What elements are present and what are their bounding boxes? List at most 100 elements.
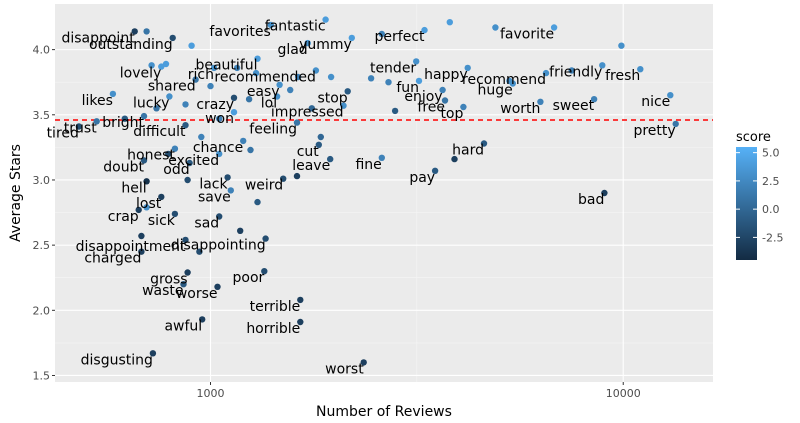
data-point [480, 140, 488, 147]
data-point [210, 64, 218, 72]
data-point [312, 67, 320, 74]
data-point [149, 350, 157, 357]
data-point [322, 16, 329, 23]
data-point [315, 141, 322, 148]
data-point [344, 88, 351, 95]
point-label: fine [355, 157, 381, 173]
data-point [216, 115, 223, 122]
data-point [550, 24, 558, 31]
y-tick-label: 4.0 [33, 44, 51, 57]
point-label: top [440, 106, 463, 122]
data-point [224, 174, 231, 181]
data-point [297, 318, 304, 326]
point-label: sick [148, 213, 176, 229]
point-label: disappointing [171, 238, 266, 254]
y-axis-ticks: 1.5 2.0 2.5 3.0 3.5 4.0 [33, 44, 55, 382]
data-point [568, 67, 575, 74]
data-point [199, 316, 206, 323]
data-point [391, 107, 399, 115]
point-label: doubt [103, 159, 144, 175]
point-label: enjoy [404, 89, 442, 105]
data-point [131, 28, 138, 35]
point-label: fun [396, 80, 419, 96]
y-axis-title: Average Stars [8, 144, 24, 242]
point-label: terrible [250, 299, 301, 315]
data-point [153, 105, 160, 112]
point-label: perfect [375, 29, 425, 45]
data-point [672, 120, 679, 128]
data-points [75, 16, 679, 366]
data-point [542, 69, 550, 77]
data-point [138, 232, 145, 240]
legend-colorbar [736, 147, 757, 260]
data-point [413, 58, 420, 65]
data-point [230, 94, 238, 102]
data-point [166, 93, 173, 100]
data-point [247, 146, 254, 154]
data-point [184, 269, 191, 276]
data-point [245, 96, 253, 103]
minor-grid [55, 4, 713, 382]
point-label: weird [245, 178, 283, 194]
data-point [188, 42, 195, 49]
point-label: feeling [249, 122, 297, 138]
data-point [360, 359, 367, 366]
point-label: huge [478, 83, 513, 99]
data-point [378, 154, 385, 161]
data-point [254, 55, 261, 62]
point-label: cut [297, 144, 320, 160]
point-label: free [417, 100, 445, 116]
data-point [165, 150, 172, 158]
legend-tick-label: 0.0 [762, 203, 780, 216]
major-grid [55, 4, 713, 382]
point-label: recommended [214, 70, 315, 86]
data-point [367, 75, 375, 82]
data-point [267, 21, 274, 29]
data-point [590, 96, 598, 103]
point-label: excited [168, 153, 219, 169]
point-label: horrible [246, 321, 300, 337]
data-point [297, 296, 304, 304]
point-label: honest [127, 148, 175, 164]
point-label: waste [142, 283, 183, 299]
data-point [294, 73, 302, 81]
data-point [93, 118, 100, 125]
point-label: fantastic [265, 19, 326, 35]
data-point [196, 248, 203, 255]
data-point [348, 34, 355, 42]
data-point [143, 178, 150, 185]
point-label: hell [121, 180, 146, 196]
point-label: shared [148, 79, 196, 95]
point-label: crazy [196, 97, 234, 113]
point-label: lol [261, 96, 277, 112]
y-tick-label: 1.5 [33, 369, 51, 382]
point-label: pay [409, 170, 435, 186]
legend-tick-label: 2.5 [762, 175, 780, 188]
point-label: leave [292, 158, 330, 174]
data-point [186, 159, 193, 167]
data-point [421, 26, 428, 34]
data-point [280, 175, 287, 182]
data-point [198, 133, 205, 141]
point-label: poor [233, 270, 265, 286]
point-label: worth [500, 101, 540, 117]
point-label: stop [317, 90, 347, 106]
x-axis-title: Number of Reviews [316, 404, 452, 420]
data-point [599, 62, 606, 69]
legend-tick-label: 5.0 [762, 147, 780, 160]
point-label: yummy [299, 37, 352, 53]
point-label: odd [163, 162, 189, 178]
x-tick-label: 1000 [196, 387, 224, 400]
point-label: outstanding [89, 37, 173, 53]
data-point [180, 281, 187, 288]
x-tick-label: 10000 [606, 387, 641, 400]
color-legend: score 5.0 2.5 0.0 -2.5 [736, 130, 783, 260]
data-point [601, 189, 608, 197]
data-point [340, 102, 347, 109]
data-point [135, 206, 142, 214]
data-point [237, 227, 244, 234]
data-point [415, 77, 423, 85]
point-label: disappoint [61, 30, 135, 46]
point-label: glad [277, 42, 307, 58]
